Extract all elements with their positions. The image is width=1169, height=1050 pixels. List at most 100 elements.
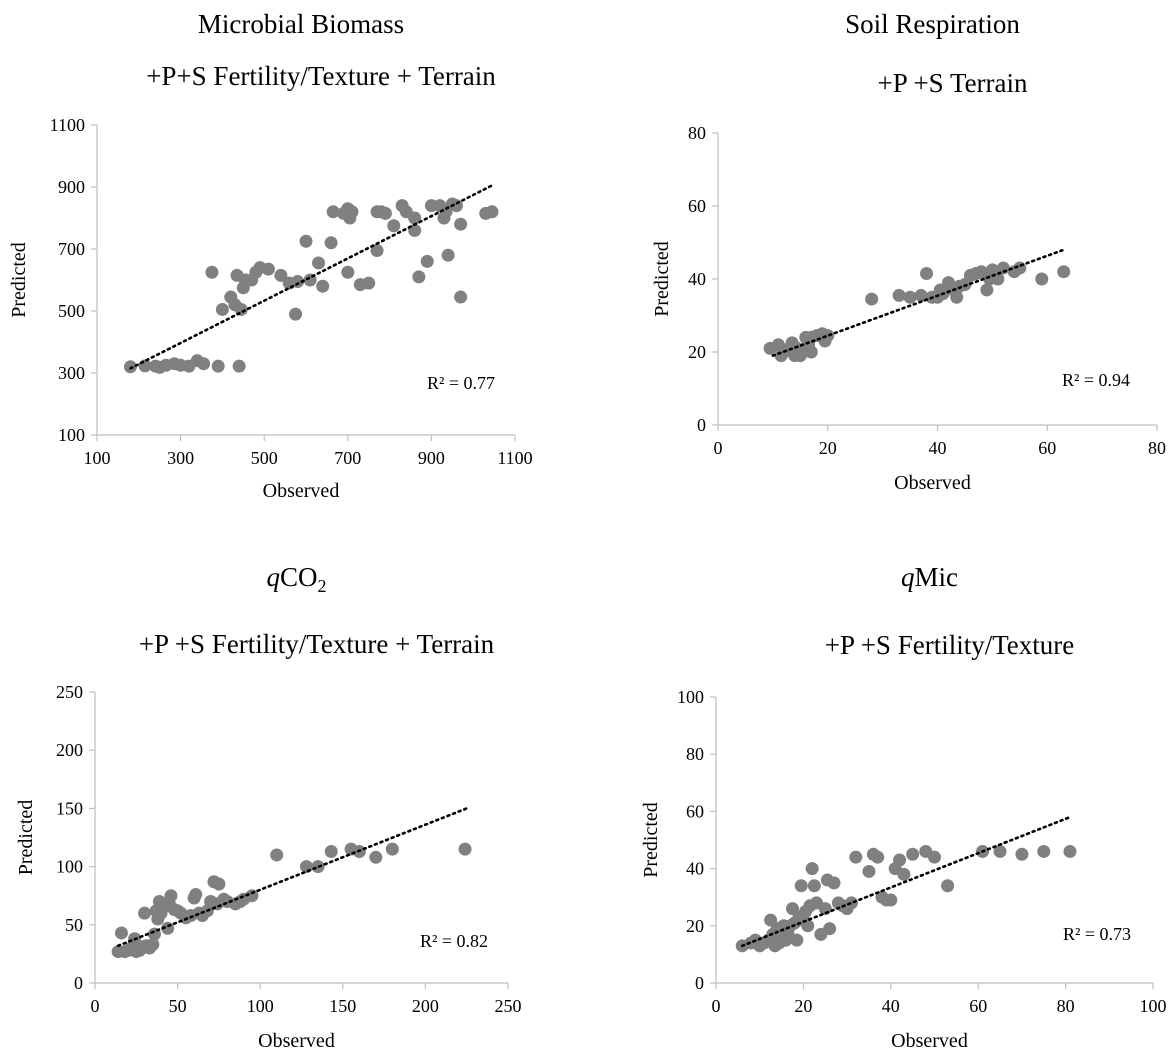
data-point — [197, 357, 211, 371]
x-tick-label: 0 — [714, 438, 723, 458]
data-point — [794, 879, 808, 893]
y-tick-label: 100 — [677, 687, 704, 707]
x-tick-label: 40 — [882, 996, 900, 1016]
data-point — [807, 879, 821, 893]
data-point — [146, 938, 160, 952]
data-point — [345, 205, 359, 219]
data-point — [865, 292, 879, 306]
data-point — [950, 290, 964, 304]
x-tick-label: 40 — [929, 438, 947, 458]
x-tick-label: 200 — [412, 996, 439, 1016]
r-squared-label: R² = 0.94 — [1062, 370, 1130, 390]
x-tick-label: 900 — [418, 448, 445, 468]
data-point — [324, 236, 338, 250]
y-tick-label: 80 — [688, 123, 706, 143]
y-tick-label: 100 — [56, 857, 83, 877]
y-tick-label: 150 — [56, 798, 83, 818]
x-tick-label: 20 — [819, 438, 837, 458]
data-point — [920, 267, 934, 281]
data-point — [862, 864, 876, 878]
y-axis-label: Predicted — [8, 242, 30, 318]
data-point — [790, 933, 804, 947]
data-point — [362, 276, 376, 290]
chart-subtitle: +P +S Fertility/Texture + Terrain — [139, 629, 495, 659]
x-tick-label: 150 — [329, 996, 356, 1016]
x-axis-label: Observed — [891, 1030, 968, 1050]
data-point — [123, 360, 137, 374]
data-point — [884, 893, 898, 907]
data-point — [408, 211, 422, 225]
data-point — [1035, 272, 1049, 286]
data-point — [326, 205, 340, 219]
x-tick-label: 60 — [1038, 438, 1056, 458]
chart-title: Soil Respiration — [845, 9, 1020, 39]
data-point — [454, 290, 468, 304]
y-tick-label: 500 — [58, 301, 85, 321]
data-point — [387, 219, 401, 233]
data-point — [232, 359, 246, 373]
y-tick-label: 0 — [695, 973, 704, 993]
y-axis-label: Predicted — [15, 800, 37, 876]
x-tick-label: 20 — [794, 996, 812, 1016]
x-tick-label: 0 — [91, 996, 100, 1016]
data-point — [164, 889, 178, 903]
data-point — [906, 847, 920, 861]
data-point — [324, 844, 338, 858]
y-tick-label: 900 — [58, 177, 85, 197]
data-point — [893, 853, 907, 867]
y-axis-label: Predicted — [651, 241, 673, 317]
x-tick-label: 100 — [84, 448, 111, 468]
y-tick-label: 40 — [686, 859, 704, 879]
data-point — [114, 926, 128, 940]
y-tick-label: 700 — [58, 239, 85, 259]
data-point — [369, 850, 383, 864]
chart-2: Soil Respiration +P +S Terrain 0 20 40 60 80 0 2… — [651, 9, 1166, 494]
data-point — [941, 879, 955, 893]
x-axis-label: Observed — [258, 1030, 335, 1050]
x-tick-label: 100 — [1140, 996, 1167, 1016]
y-tick-label: 200 — [56, 740, 83, 760]
x-tick-label: 250 — [495, 996, 522, 1016]
y-tick-label: 1100 — [50, 115, 85, 135]
data-point — [827, 876, 841, 890]
chart-subtitle: +P +S Fertility/Texture — [825, 630, 1075, 660]
y-tick-label: 40 — [688, 269, 706, 289]
data-point — [138, 906, 152, 920]
y-tick-label: 250 — [56, 682, 83, 702]
trendline — [116, 807, 469, 948]
data-point — [215, 302, 229, 316]
data-point — [291, 275, 305, 289]
y-tick-label: 100 — [58, 425, 85, 445]
data-point — [903, 290, 917, 304]
data-point — [1057, 265, 1071, 279]
chart-1: Microbial Biomass +P+S Fertility/Texture … — [8, 9, 533, 502]
chart-title: Microbial Biomass — [198, 9, 404, 39]
data-point — [805, 862, 819, 876]
data-point — [312, 256, 326, 270]
r-squared-label: R² = 0.82 — [420, 931, 488, 951]
data-point — [412, 270, 426, 284]
chart-title: qCO2 — [266, 562, 326, 596]
data-point — [270, 848, 284, 862]
x-tick-label: 100 — [247, 996, 274, 1016]
data-point — [211, 359, 225, 373]
trendline — [740, 815, 1072, 948]
trendline — [129, 184, 494, 370]
y-axis-label: Predicted — [640, 802, 662, 878]
y-tick-label: 0 — [697, 415, 706, 435]
data-point — [441, 248, 455, 262]
y-tick-label: 0 — [74, 973, 83, 993]
data-point — [454, 217, 468, 231]
data-point — [316, 279, 330, 293]
data-point — [420, 254, 434, 268]
x-axis-label: Observed — [263, 480, 340, 502]
y-tick-label: 20 — [688, 342, 706, 362]
data-point — [993, 844, 1007, 858]
x-tick-label: 80 — [1148, 438, 1166, 458]
data-point — [892, 288, 906, 302]
data-point — [849, 850, 863, 864]
data-point — [928, 850, 941, 864]
x-tick-label: 300 — [167, 448, 194, 468]
r-squared-label: R² = 0.73 — [1063, 924, 1131, 944]
x-axis-label: Observed — [894, 472, 971, 494]
